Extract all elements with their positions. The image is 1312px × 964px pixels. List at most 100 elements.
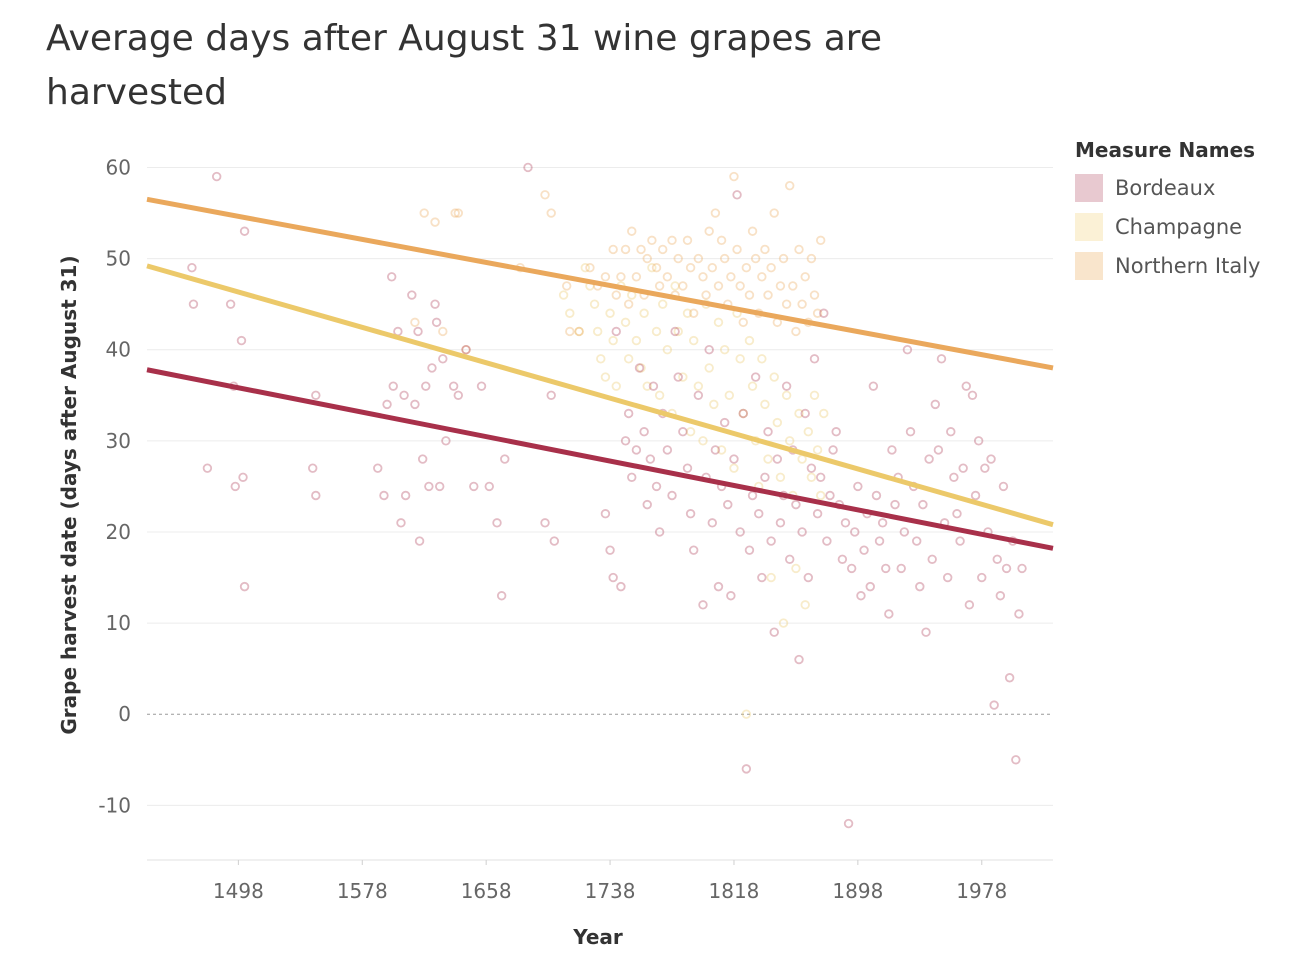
data-point xyxy=(967,390,978,400)
data-point xyxy=(620,317,631,328)
data-point xyxy=(187,262,197,273)
data-point xyxy=(809,290,820,300)
data-point xyxy=(682,308,693,318)
data-point xyxy=(815,235,826,246)
data-point xyxy=(438,326,448,337)
data-point xyxy=(623,299,634,309)
data-point xyxy=(769,627,779,637)
data-point xyxy=(877,518,888,528)
data-point xyxy=(311,490,321,501)
data-point xyxy=(693,253,704,264)
data-point xyxy=(729,171,739,182)
data-point xyxy=(713,281,724,291)
data-point xyxy=(846,563,857,574)
data-point xyxy=(707,518,717,528)
data-point xyxy=(936,354,947,364)
data-point xyxy=(781,381,792,391)
data-point xyxy=(955,536,965,546)
data-point xyxy=(414,536,425,546)
data-point xyxy=(871,490,882,501)
data-point xyxy=(658,244,668,255)
y-tick-label: 0 xyxy=(118,702,131,726)
data-point xyxy=(373,463,383,473)
data-point xyxy=(747,490,758,501)
data-point xyxy=(738,408,748,419)
data-point xyxy=(693,381,704,391)
data-point xyxy=(611,381,621,391)
data-point xyxy=(651,262,662,273)
legend-item-bordeaux[interactable]: Bordeaux xyxy=(1075,168,1260,207)
data-point xyxy=(546,390,556,400)
data-point xyxy=(763,290,773,300)
legend-item-champagne[interactable]: Champagne xyxy=(1075,207,1260,246)
y-tick-label: -10 xyxy=(98,793,131,817)
data-point xyxy=(797,527,807,537)
data-point xyxy=(421,381,431,391)
data-point xyxy=(453,208,463,218)
data-point xyxy=(726,591,736,601)
data-point xyxy=(605,308,615,318)
data-point xyxy=(424,481,434,492)
data-point xyxy=(698,600,708,610)
data-point xyxy=(645,454,656,464)
data-point xyxy=(382,399,392,410)
data-point xyxy=(565,308,575,318)
data-point xyxy=(651,326,662,337)
legend-label: Northern Italy xyxy=(1115,253,1261,278)
data-point xyxy=(658,299,668,309)
legend-item-northern-italy[interactable]: Northern Italy xyxy=(1075,246,1260,285)
data-point xyxy=(461,345,471,355)
data-point xyxy=(710,208,721,218)
legend-swatch-northern-italy xyxy=(1075,251,1103,280)
x-tick-label: 1658 xyxy=(461,879,512,903)
data-point xyxy=(558,290,569,300)
data-point xyxy=(1001,563,1012,574)
legend-label: Champagne xyxy=(1115,214,1243,239)
data-point xyxy=(647,235,657,246)
data-point xyxy=(794,408,804,419)
data-point xyxy=(781,390,792,400)
data-point xyxy=(654,281,665,291)
data-point xyxy=(608,244,618,255)
data-point xyxy=(775,518,786,528)
data-point xyxy=(724,390,735,400)
data-point xyxy=(211,171,222,182)
data-point xyxy=(427,363,437,373)
data-point xyxy=(998,481,1009,492)
data-point xyxy=(239,226,250,236)
data-point xyxy=(540,190,550,200)
data-point xyxy=(608,572,618,583)
data-point xyxy=(448,381,459,391)
data-point xyxy=(899,527,910,537)
data-point xyxy=(673,326,683,337)
data-point xyxy=(887,445,897,455)
data-point xyxy=(738,408,748,419)
data-point xyxy=(620,436,631,446)
data-point xyxy=(927,554,937,564)
data-point xyxy=(648,381,659,391)
data-point xyxy=(399,390,409,400)
data-point xyxy=(843,818,854,829)
data-point xyxy=(973,436,984,446)
data-point xyxy=(837,554,848,564)
data-point xyxy=(469,481,479,492)
data-point xyxy=(819,408,829,419)
data-point xyxy=(825,490,835,501)
y-tick-label: 10 xyxy=(106,611,131,635)
data-point xyxy=(744,290,755,300)
data-point xyxy=(806,472,817,482)
data-point xyxy=(763,427,773,437)
data-point xyxy=(225,299,236,309)
data-point xyxy=(726,272,736,282)
data-point xyxy=(600,509,611,519)
data-point xyxy=(915,581,925,592)
data-point xyxy=(627,472,637,482)
data-point xyxy=(393,326,403,337)
data-point xyxy=(636,244,646,255)
data-point xyxy=(688,335,699,346)
data-point xyxy=(636,363,646,373)
data-point xyxy=(592,326,603,337)
data-point xyxy=(750,253,761,264)
data-point xyxy=(732,190,742,200)
data-point xyxy=(794,244,804,255)
